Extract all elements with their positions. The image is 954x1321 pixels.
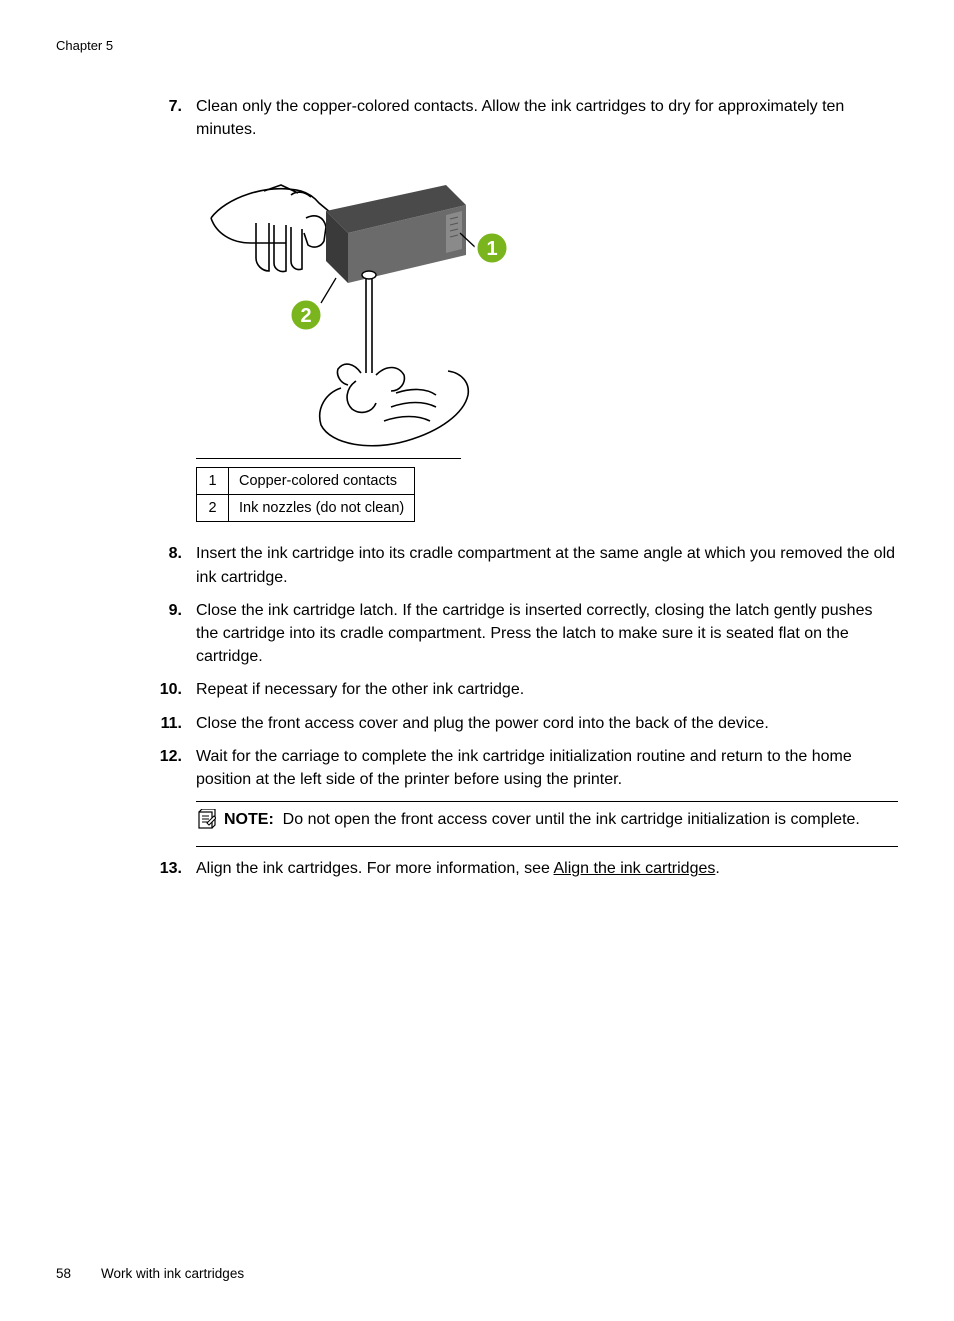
step-text: Insert the ink cartridge into its cradle… [196, 542, 898, 588]
legend-num: 2 [197, 495, 229, 522]
legend-row: 2 Ink nozzles (do not clean) [197, 495, 415, 522]
step-text: Wait for the carriage to complete the in… [196, 745, 898, 791]
legend-num: 1 [197, 468, 229, 495]
step-9: 9. Close the ink cartridge latch. If the… [150, 599, 898, 669]
chapter-label: Chapter 5 [56, 38, 898, 53]
note-label: NOTE: [224, 811, 274, 828]
cartridge-cleaning-figure: 1 2 1 Copper-colored contacts 2 Ink nozz… [196, 163, 898, 522]
step-text: Align the ink cartridges. For more infor… [196, 857, 898, 880]
step-number: 9. [150, 599, 196, 669]
step-number: 7. [150, 95, 196, 141]
step-13: 13. Align the ink cartridges. For more i… [150, 857, 898, 880]
callout-2: 2 [290, 278, 336, 331]
step-8: 8. Insert the ink cartridge into its cra… [150, 542, 898, 588]
step-13-suffix: . [715, 860, 719, 877]
page-footer: 58 Work with ink cartridges [56, 1266, 244, 1281]
step-number: 13. [150, 857, 196, 880]
legend-table-wrapper: 1 Copper-colored contacts 2 Ink nozzles … [196, 458, 461, 522]
content-area: 7. Clean only the copper-colored contact… [150, 95, 898, 880]
step-text: Close the ink cartridge latch. If the ca… [196, 599, 898, 669]
step-10: 10. Repeat if necessary for the other in… [150, 678, 898, 701]
note-text: NOTE: Do not open the front access cover… [224, 808, 898, 838]
step-text: Clean only the copper-colored contacts. … [196, 95, 898, 141]
step-number: 12. [150, 745, 196, 791]
footer-title: Work with ink cartridges [101, 1266, 244, 1281]
step-7: 7. Clean only the copper-colored contact… [150, 95, 898, 141]
svg-text:2: 2 [300, 305, 311, 327]
note-icon [196, 808, 224, 838]
align-cartridges-link[interactable]: Align the ink cartridges [554, 860, 716, 877]
svg-text:1: 1 [486, 238, 497, 260]
step-number: 10. [150, 678, 196, 701]
step-13-prefix: Align the ink cartridges. For more infor… [196, 860, 554, 877]
figure-svg: 1 2 [196, 163, 516, 453]
note-body: Do not open the front access cover until… [283, 811, 860, 828]
step-text: Close the front access cover and plug th… [196, 712, 898, 735]
callout-1: 1 [460, 232, 508, 264]
step-number: 8. [150, 542, 196, 588]
legend-label: Ink nozzles (do not clean) [229, 495, 415, 522]
step-text: Repeat if necessary for the other ink ca… [196, 678, 898, 701]
legend-row: 1 Copper-colored contacts [197, 468, 415, 495]
legend-table: 1 Copper-colored contacts 2 Ink nozzles … [196, 467, 415, 522]
step-11: 11. Close the front access cover and plu… [150, 712, 898, 735]
page-number: 58 [56, 1266, 71, 1281]
step-number: 11. [150, 712, 196, 735]
note-box: NOTE: Do not open the front access cover… [196, 801, 898, 847]
legend-label: Copper-colored contacts [229, 468, 415, 495]
step-12: 12. Wait for the carriage to complete th… [150, 745, 898, 791]
